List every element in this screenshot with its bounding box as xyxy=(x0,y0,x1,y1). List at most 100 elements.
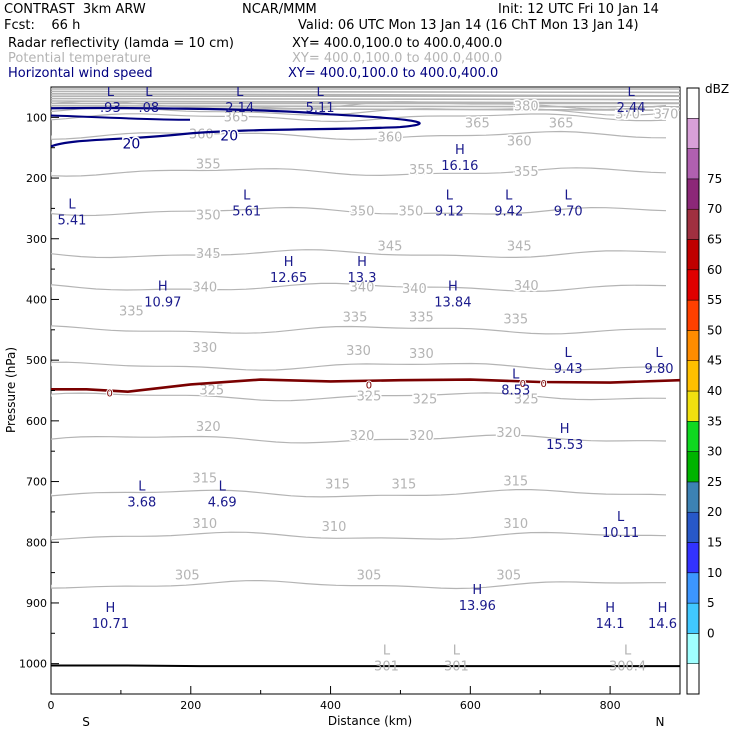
theta-label: 320 xyxy=(350,429,375,444)
theta-contour-320 xyxy=(51,434,667,444)
extremum-value: 9.12 xyxy=(435,204,464,219)
theta-label: 340 xyxy=(402,282,427,297)
forecast-hour: Fcst: 66 h xyxy=(4,18,81,33)
extremum-H-marker: H xyxy=(658,601,668,616)
extremum-value: .08 xyxy=(139,101,160,116)
extremum-value: 9.43 xyxy=(554,362,583,377)
theta-label: 325 xyxy=(357,390,382,405)
extremum-value: 3.68 xyxy=(127,496,156,511)
theta-label: 360 xyxy=(189,127,214,142)
extremum-L-marker: L xyxy=(138,480,146,495)
theta-label: 365 xyxy=(549,116,574,131)
extremum-H-marker: H xyxy=(158,279,168,294)
extremum-value: 10.71 xyxy=(92,617,129,632)
theta-contour-upper xyxy=(51,90,680,94)
extremum-value: 2.44 xyxy=(617,101,646,116)
colorbar-level-label: 65 xyxy=(707,233,722,247)
colorbar-swatch xyxy=(686,663,700,695)
extremum-value: 14.6 xyxy=(648,617,677,632)
theta-label: 345 xyxy=(196,247,221,262)
theta-label: 350 xyxy=(399,204,424,219)
y-tick-label: 100 xyxy=(26,111,47,124)
colorbar-swatch xyxy=(686,602,700,634)
theta-extremum-marker: L xyxy=(453,644,461,659)
theta-contour-380 xyxy=(51,100,667,111)
theta-label: 350 xyxy=(350,204,375,219)
reflectivity-zero-contour xyxy=(51,378,680,394)
x-axis-title: Distance (km) xyxy=(328,714,412,728)
extremum-H-marker: H xyxy=(106,601,116,616)
y-tick-label: 200 xyxy=(26,172,47,185)
theta-label: 365 xyxy=(224,110,249,125)
theta-label: 355 xyxy=(514,165,539,180)
theta-label: 325 xyxy=(199,384,224,399)
theta-label: 365 xyxy=(465,116,490,131)
colorbar-level-label: 15 xyxy=(707,536,722,550)
init-time: Init: 12 UTC Fri 10 Jan 14 xyxy=(498,2,659,17)
theta-label: 320 xyxy=(409,429,434,444)
colorbar-swatch xyxy=(686,421,700,452)
colorbar-swatch xyxy=(686,208,700,240)
theta-label: 315 xyxy=(503,475,528,490)
colorbar-unit: dBZ xyxy=(705,82,729,96)
colorbar-swatch xyxy=(686,360,700,392)
theta-label: 355 xyxy=(196,158,221,173)
colorbar-frame xyxy=(686,87,700,695)
colorbar-level-label: 55 xyxy=(707,293,722,307)
theta-contour-305 xyxy=(51,579,666,590)
y-tick-label: 900 xyxy=(26,597,47,610)
theta-label: 340 xyxy=(192,280,217,295)
colorbar-level-label: 0 xyxy=(707,626,715,640)
y-tick-label: 600 xyxy=(26,415,47,428)
theta-contour-310 xyxy=(51,531,667,541)
y-tick-label: 800 xyxy=(26,536,47,549)
terrain-line xyxy=(51,664,680,668)
extremum-L-marker: L xyxy=(68,197,76,212)
extremum-L-marker: L xyxy=(655,346,663,361)
colorbar-level-label: 60 xyxy=(707,263,722,277)
colorbar-swatch xyxy=(686,299,700,331)
theta-contour-365 xyxy=(51,113,667,123)
x-axis-start-label: S xyxy=(82,715,90,729)
extremum-value: 8.53 xyxy=(501,383,530,398)
extremum-value: .93 xyxy=(100,101,121,116)
colorbar-swatch xyxy=(686,239,700,271)
extremum-value: 16.16 xyxy=(441,159,478,174)
extremum-value: 5.41 xyxy=(57,213,86,228)
extremum-L-marker: L xyxy=(145,85,153,100)
theta-contour-360 xyxy=(51,130,667,141)
extremum-H-marker: H xyxy=(455,143,465,158)
extremum-H-marker: H xyxy=(284,255,294,270)
colorbar-level-label: 25 xyxy=(707,475,722,489)
extremum-L-marker: L xyxy=(107,85,115,100)
extremum-H-marker: H xyxy=(560,422,570,437)
extremum-L-marker: L xyxy=(446,188,454,203)
x-tick-label: 200 xyxy=(180,699,201,712)
extremum-L-marker: L xyxy=(243,188,251,203)
extremum-value: 4.69 xyxy=(208,496,237,511)
extremum-L-marker: L xyxy=(627,85,635,100)
theta-extremum-marker: L xyxy=(383,644,391,659)
y-tick-label: 700 xyxy=(26,476,47,489)
colorbar-level-label: 40 xyxy=(707,384,722,398)
extremum-value: 13.96 xyxy=(459,599,496,614)
theta-contour-upper xyxy=(51,105,680,108)
colorbar-level-label: 35 xyxy=(707,414,722,428)
theta-label: 330 xyxy=(346,344,371,359)
extremum-value: 10.97 xyxy=(144,295,181,310)
theta-contour-325 xyxy=(51,392,667,402)
colorbar-swatch xyxy=(686,511,700,543)
colorbar-swatch xyxy=(686,87,700,119)
theta-label: 320 xyxy=(196,420,221,435)
colorbar-swatch xyxy=(686,330,700,361)
extremum-H-marker: H xyxy=(448,279,458,294)
extremum-value: 5.61 xyxy=(232,204,261,219)
extremum-value: 14.1 xyxy=(596,617,625,632)
theta-contour-345 xyxy=(51,249,667,259)
theta-extremum-value: 300.4 xyxy=(609,660,646,675)
theta-label: 335 xyxy=(119,305,144,320)
theta-label: 310 xyxy=(192,517,217,532)
extremum-value: 9.42 xyxy=(494,204,523,219)
colorbar-level-label: 50 xyxy=(707,323,722,337)
